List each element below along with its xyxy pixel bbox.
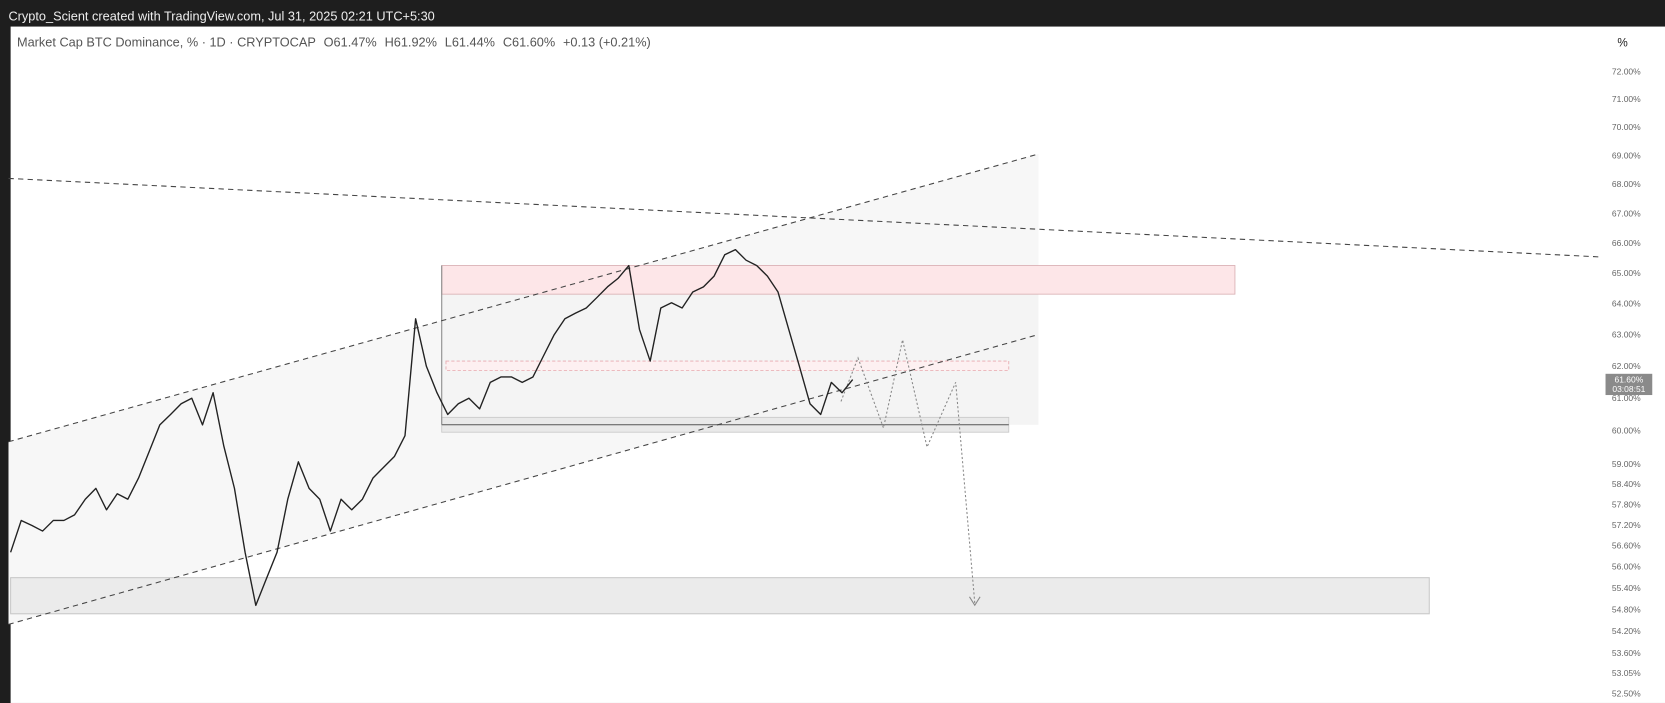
y-tick-label: 59.00% <box>1612 459 1641 469</box>
scale-unit[interactable]: % <box>1617 37 1627 50</box>
y-tick-label: 57.80% <box>1612 499 1641 509</box>
countdown: 03:08:51 <box>1612 384 1645 394</box>
y-tick-label: 55.40% <box>1612 583 1641 593</box>
trend-line <box>8 177 1602 258</box>
y-tick-label: 71.00% <box>1612 94 1641 104</box>
y-tick-label: 58.40% <box>1612 479 1641 489</box>
y-tick-label: 60.00% <box>1612 426 1641 436</box>
credit: Crypto_Scient created with TradingView.c… <box>8 8 434 23</box>
projection-arrow <box>969 596 981 607</box>
support-zone <box>10 577 1430 615</box>
y-tick-label: 56.60% <box>1612 541 1641 551</box>
y-tick-label: 72.00% <box>1612 66 1641 76</box>
legend: Market Cap BTC Dominance, % · 1D · CRYPT… <box>17 35 651 50</box>
y-tick-label: 65.00% <box>1612 268 1641 278</box>
y-tick-label: 67.00% <box>1612 208 1641 218</box>
y-axis: 72.00% 71.00% 70.00% 69.00% 68.00% 67.00% 66.0… <box>1612 66 1641 698</box>
y-tick-label: 52.50% <box>1612 689 1641 699</box>
price-line <box>9 248 854 607</box>
channel-upper <box>8 153 1039 443</box>
y-tick-label: 57.20% <box>1612 520 1641 530</box>
y-tick-label: 61.00% <box>1612 393 1641 403</box>
symbol: Market Cap BTC Dominance, % · 1D · CRYPT… <box>17 35 316 50</box>
y-tick-label: 68.00% <box>1612 179 1641 189</box>
change: +0.13 (+0.21%) <box>563 35 651 50</box>
y-tick-label: 64.00% <box>1612 299 1641 309</box>
low: L61.44% <box>445 35 495 50</box>
mid-zone <box>445 360 1010 372</box>
y-tick-label: 63.00% <box>1612 330 1641 340</box>
y-tick-label: 62.00% <box>1612 361 1641 371</box>
y-tick-label: 54.20% <box>1612 626 1641 636</box>
y-tick-label: 70.00% <box>1612 122 1641 132</box>
open: O61.47% <box>324 35 377 50</box>
y-tick-label: 54.80% <box>1612 604 1641 614</box>
price-label: 61.60% <box>1615 374 1644 384</box>
y-tick-label: 53.05% <box>1612 668 1641 678</box>
price-label-box <box>1605 373 1653 396</box>
y-tick-label: 66.00% <box>1612 238 1641 248</box>
projection-path <box>840 339 976 604</box>
high: H61.92% <box>385 35 437 50</box>
resistance-zone <box>441 265 1236 295</box>
y-tick-label: 53.60% <box>1612 648 1641 658</box>
close: C61.60% <box>503 35 555 50</box>
y-tick-label: 69.00% <box>1612 150 1641 160</box>
y-tick-label: 56.00% <box>1612 562 1641 572</box>
